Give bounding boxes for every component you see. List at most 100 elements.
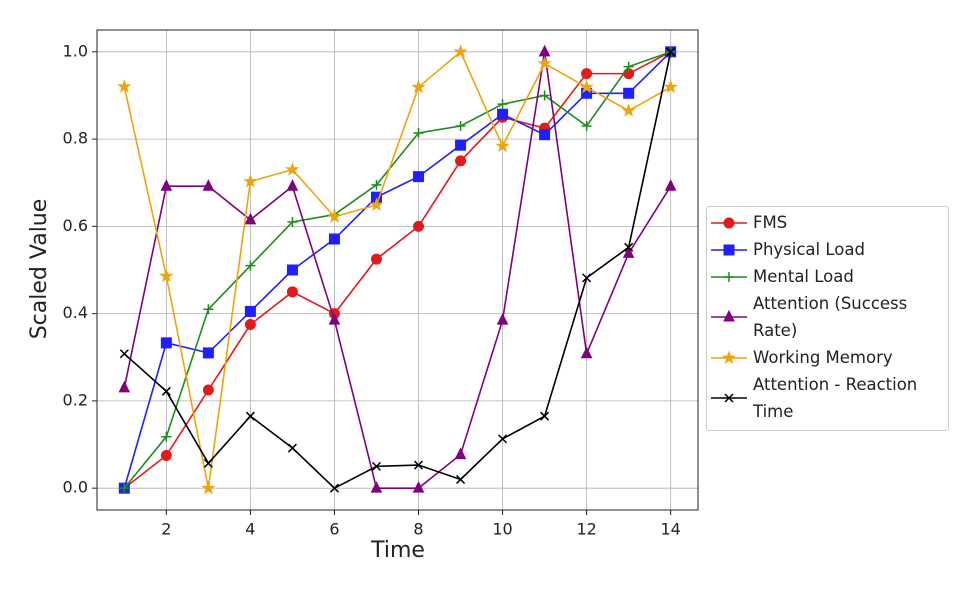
marker [245, 260, 256, 271]
marker [244, 212, 257, 225]
y-tick-label: 0.8 [63, 129, 88, 148]
marker [411, 79, 426, 94]
y-tick-label: 0.6 [63, 216, 88, 235]
series-line [123, 51, 672, 489]
marker [201, 480, 216, 495]
marker [203, 304, 214, 315]
legend-label: Working Memory [753, 348, 893, 367]
marker [621, 103, 636, 117]
marker [413, 171, 425, 183]
series-line [123, 51, 672, 489]
marker [161, 386, 171, 396]
legend-entry: Mental Load [707, 263, 948, 290]
legend-label: FMS [753, 213, 788, 232]
x-tick-label: 6 [329, 520, 339, 539]
legend-swatch [711, 393, 747, 403]
legend-swatch [711, 349, 747, 364]
legend-marker [723, 309, 735, 322]
legend-marker [721, 349, 737, 364]
marker [623, 61, 634, 72]
marker [580, 346, 593, 359]
marker [286, 179, 299, 191]
series-line [123, 51, 672, 490]
legend-label: Physical Load [753, 240, 865, 259]
legend-swatch [711, 217, 747, 228]
marker [624, 242, 634, 252]
marker [287, 217, 298, 227]
x-tick-label: 14 [661, 520, 681, 539]
marker [286, 286, 298, 298]
marker [663, 79, 678, 94]
legend-marker [724, 271, 734, 282]
marker [285, 162, 300, 176]
marker [119, 483, 130, 494]
marker [202, 179, 215, 191]
marker [287, 443, 297, 453]
marker [244, 319, 256, 331]
marker [413, 460, 424, 470]
marker [581, 68, 593, 80]
marker [118, 380, 131, 393]
marker [538, 44, 551, 57]
marker [454, 447, 467, 460]
marker [581, 121, 592, 131]
y-tick-label: 0.4 [63, 303, 88, 322]
y-axis-label: Scaled Value [27, 199, 52, 340]
y-tick-label: 0.0 [63, 478, 88, 497]
marker [160, 337, 172, 349]
series-line [123, 51, 672, 489]
marker [455, 155, 467, 167]
marker [413, 220, 425, 232]
x-tick-label: 10 [492, 520, 512, 539]
marker [159, 268, 174, 283]
legend-label: Mental Load [753, 267, 854, 286]
marker [664, 179, 677, 191]
marker [202, 347, 214, 359]
marker [119, 349, 129, 359]
marker [160, 179, 173, 191]
marker [202, 384, 214, 396]
marker [666, 47, 676, 57]
marker [455, 139, 467, 151]
marker [537, 56, 552, 70]
marker [456, 474, 466, 484]
legend-marker [723, 244, 735, 255]
marker [579, 79, 594, 94]
legend-entry: Physical Load [707, 236, 948, 263]
marker [371, 461, 382, 471]
marker [539, 129, 551, 141]
marker [497, 99, 508, 110]
marker [244, 305, 256, 317]
x-tick-label: 2 [161, 520, 171, 539]
legend-entry: Attention (Success Rate) [707, 290, 948, 344]
plot-frame [96, 29, 699, 511]
marker [582, 273, 592, 283]
legend: FMS Physical Load Mental Load Attention (Su… [706, 206, 949, 431]
marker [370, 481, 383, 493]
marker [286, 264, 298, 276]
marker [328, 313, 341, 325]
legend-entry: Working Memory [707, 344, 948, 371]
marker [497, 108, 509, 120]
legend-entry: Attention - Reaction Time [707, 371, 948, 425]
legend-swatch [711, 244, 747, 255]
marker [453, 44, 468, 58]
marker [245, 411, 255, 421]
marker [369, 197, 384, 212]
marker [412, 481, 425, 493]
marker [539, 90, 550, 101]
marker [370, 253, 382, 265]
legend-entry: FMS [707, 209, 948, 236]
x-tick-label: 8 [413, 520, 423, 539]
legend-label: Attention - Reaction Time [753, 375, 918, 421]
marker [622, 246, 635, 258]
y-tick-label: 1.0 [63, 41, 88, 60]
marker [371, 179, 382, 190]
marker [328, 233, 340, 245]
marker [498, 434, 508, 444]
x-tick-label: 12 [576, 520, 596, 539]
x-tick-label: 4 [245, 520, 255, 539]
series-line [123, 50, 672, 489]
marker [327, 209, 342, 223]
